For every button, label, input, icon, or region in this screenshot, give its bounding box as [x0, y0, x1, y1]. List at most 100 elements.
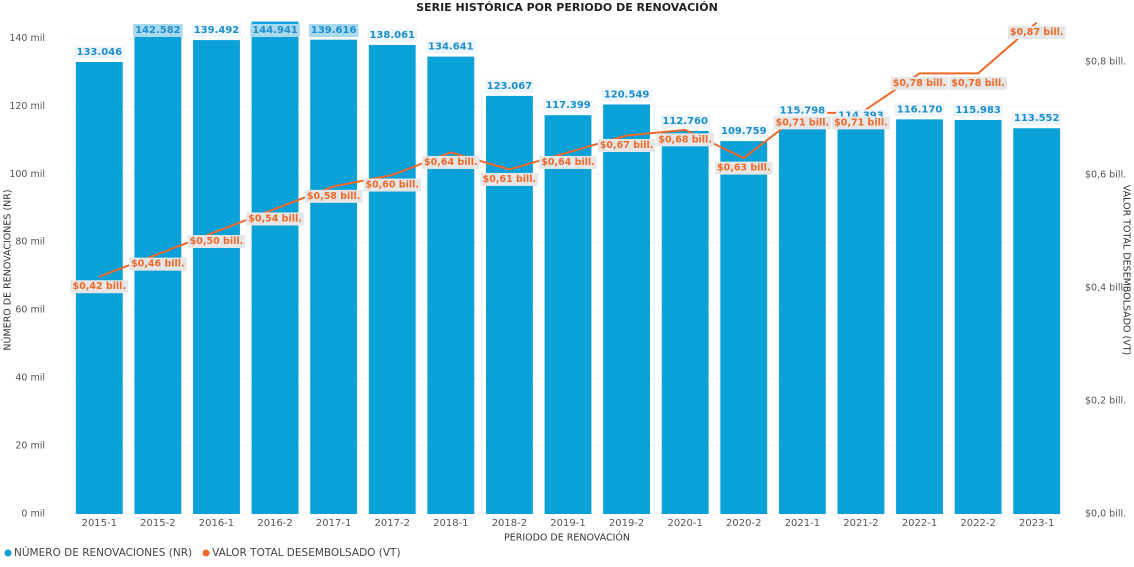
- bar-value-label: 117.399: [545, 100, 591, 111]
- label-background: [660, 114, 710, 128]
- bar: [896, 119, 943, 514]
- y2-tick-label: $0,6 bill.: [1085, 170, 1126, 181]
- labels: 133.046 142.582 139.492 144.941 139.616 138.0…: [70, 24, 1066, 294]
- bar: [193, 40, 240, 514]
- y-tick-label: 140 mil: [9, 33, 45, 44]
- x-tick-label: 2020-2: [726, 518, 761, 529]
- x-tick-label: 2016-2: [257, 518, 292, 529]
- marks: [75, 21, 1061, 515]
- x-tick-label: 2022-1: [902, 518, 937, 529]
- y-tick-label: 40 mil: [15, 373, 45, 384]
- label-background: [426, 40, 476, 54]
- bar-value-label: 112.760: [662, 116, 708, 127]
- bar-value-label: 113.552: [1014, 113, 1060, 124]
- bar: [1013, 128, 1061, 514]
- bar-value-label: 109.759: [721, 126, 767, 137]
- bar: [778, 120, 826, 514]
- label-background: [597, 139, 656, 153]
- line-value-label: $0,54 bill.: [248, 213, 302, 224]
- y2-axis-title: VALOR TOTAL DESEMBOLSADO (VT): [1121, 185, 1132, 356]
- label-background: [1011, 112, 1062, 126]
- y-tick-label: 80 mil: [15, 237, 45, 248]
- line-value-label: $0,58 bill.: [307, 191, 361, 202]
- label-background: [187, 235, 246, 249]
- legend-marker: [202, 549, 210, 557]
- y-tick-label: 20 mil: [15, 441, 45, 452]
- line-value-label: $0,78 bill.: [951, 78, 1005, 89]
- line-value-label: $0,68 bill.: [658, 134, 712, 145]
- x-tick-label: 2020-1: [667, 518, 702, 529]
- y-tick-label: 120 mil: [9, 101, 45, 112]
- bar: [368, 44, 416, 514]
- label-background: [714, 161, 773, 175]
- bar: [427, 56, 475, 514]
- bar-value-label: 120.549: [604, 89, 650, 100]
- grid: [70, 37, 1072, 515]
- bar-value-label: 139.616: [311, 25, 357, 36]
- label-background: [304, 189, 363, 203]
- bar-value-label: 114.393: [838, 110, 884, 121]
- label-background: [953, 103, 1003, 117]
- line-value-label: $0,71 bill.: [834, 117, 888, 128]
- line-value-label: $0,67 bill.: [600, 140, 654, 151]
- y-tick-label: 60 mil: [15, 305, 45, 316]
- x-tick-label: 2023-1: [1019, 518, 1054, 529]
- y2-tick-label: $0,2 bill.: [1085, 396, 1126, 407]
- x-tick-label: 2021-1: [785, 518, 820, 529]
- legend-label: VALOR TOTAL DESEMBOLSADO (VT): [212, 547, 400, 559]
- bar: [485, 95, 533, 515]
- y-axis-title: NÚMERO DE RENOVACIONES (NR): [2, 189, 14, 350]
- label-background: [539, 155, 597, 169]
- label-background: [129, 257, 187, 271]
- label-background: [191, 24, 242, 38]
- label-background: [484, 79, 535, 93]
- line-value-label: $0,64 bill.: [541, 157, 595, 168]
- label-background: [718, 125, 769, 139]
- x-tick-label: 2019-1: [550, 518, 585, 529]
- label-background: [773, 116, 832, 130]
- y2-tick-label: $0,8 bill.: [1085, 57, 1126, 68]
- bar: [603, 104, 651, 514]
- bar: [544, 115, 592, 514]
- bar: [720, 141, 768, 514]
- bar-value-label: 116.170: [897, 104, 943, 115]
- bar: [954, 119, 1002, 515]
- label-background: [949, 76, 1007, 90]
- label-background: [656, 133, 714, 147]
- line-value-label: $0,63 bill.: [717, 163, 771, 174]
- line-value-label: $0,64 bill.: [424, 157, 478, 168]
- x-axis-title: PERIODO DE RENOVACIÓN: [504, 532, 630, 544]
- label-background: [250, 24, 300, 37]
- bar-value-label: 123.067: [487, 81, 533, 92]
- x-tick-label: 2017-2: [375, 518, 410, 529]
- x-tick-label: 2017-1: [316, 518, 351, 529]
- line-value-label: $0,50 bill.: [190, 236, 244, 247]
- bar-value-label: 134.641: [428, 42, 474, 53]
- bar-value-label: 138.061: [369, 30, 415, 41]
- bar: [310, 39, 358, 514]
- x-tick-label: 2022-2: [960, 518, 995, 529]
- y2-tick-label: $0,4 bill.: [1085, 283, 1126, 294]
- label-background: [777, 104, 828, 118]
- line-value-label: $0,87 bill.: [1010, 27, 1064, 38]
- label-background: [74, 46, 125, 60]
- legend-label: NÚMERO DE RENOVACIONES (NR): [14, 546, 192, 559]
- bar-value-label: 115.983: [955, 105, 1001, 116]
- line-value-label: $0,78 bill.: [893, 78, 947, 89]
- y-tick-label: 100 mil: [9, 169, 45, 180]
- line-value-label: $0,71 bill.: [776, 117, 830, 128]
- bar: [661, 130, 709, 514]
- bar-value-label: 115.798: [780, 106, 826, 117]
- bar-value-label: 144.941: [252, 25, 298, 36]
- label-background: [894, 103, 945, 117]
- chart-title: SERIE HISTÓRICA POR PERIODO DE RENOVACIÓ…: [416, 1, 718, 14]
- label-background: [133, 24, 183, 37]
- line-value-label: $0,42 bill.: [73, 281, 127, 292]
- bar-value-label: 142.582: [135, 25, 181, 36]
- label-background: [601, 88, 652, 102]
- y2-tick-label: $0,0 bill.: [1085, 509, 1126, 520]
- bar: [251, 21, 299, 515]
- bar: [837, 125, 885, 515]
